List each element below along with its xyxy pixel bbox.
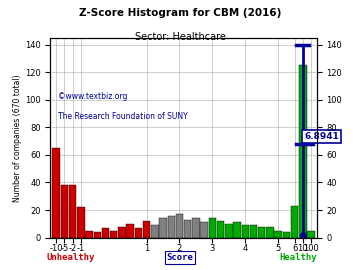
Bar	[184, 220, 192, 238]
Y-axis label: Number of companies (670 total): Number of companies (670 total)	[13, 74, 22, 201]
Bar	[85, 231, 93, 238]
Bar	[118, 227, 126, 238]
Bar	[151, 225, 158, 238]
Text: Healthy: Healthy	[279, 253, 317, 262]
Bar	[159, 218, 167, 238]
Bar	[225, 224, 233, 238]
Bar	[209, 218, 216, 238]
Bar	[77, 207, 85, 238]
Bar	[242, 225, 249, 238]
Text: Unhealthy: Unhealthy	[47, 253, 95, 262]
Bar	[94, 232, 101, 238]
Bar	[126, 224, 134, 238]
Bar	[61, 185, 68, 238]
Bar	[102, 228, 109, 238]
Bar	[266, 227, 274, 238]
Bar	[167, 215, 175, 238]
Bar	[201, 222, 208, 238]
Bar	[217, 221, 224, 238]
Bar	[192, 218, 200, 238]
Text: 6.8941: 6.8941	[304, 132, 339, 141]
Text: Z-Score Histogram for CBM (2016): Z-Score Histogram for CBM (2016)	[79, 8, 281, 18]
Text: Sector: Healthcare: Sector: Healthcare	[135, 32, 225, 42]
Bar	[250, 225, 257, 238]
Bar	[274, 231, 282, 238]
Bar	[176, 214, 183, 238]
Bar	[307, 231, 315, 238]
Bar	[299, 65, 306, 238]
Bar	[143, 221, 150, 238]
Bar	[258, 227, 265, 238]
Bar	[53, 148, 60, 238]
Bar	[291, 206, 298, 238]
Text: The Research Foundation of SUNY: The Research Foundation of SUNY	[58, 112, 188, 121]
Bar	[283, 232, 290, 238]
Bar	[233, 222, 241, 238]
Bar	[110, 231, 117, 238]
Text: Score: Score	[167, 253, 193, 262]
Text: ©www.textbiz.org: ©www.textbiz.org	[58, 92, 128, 101]
Bar	[135, 228, 142, 238]
Bar	[69, 185, 76, 238]
